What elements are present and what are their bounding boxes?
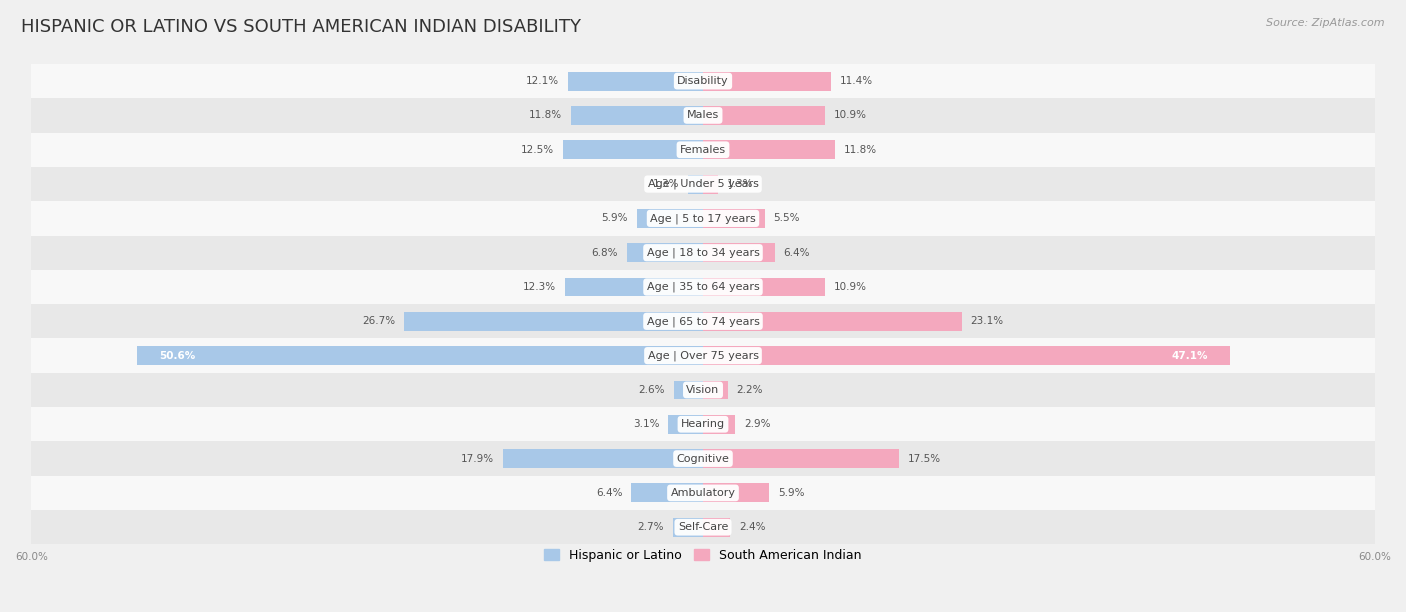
Bar (703, 174, 717, 193)
Text: 1.3%: 1.3% (652, 179, 679, 189)
Text: Age | 5 to 17 years: Age | 5 to 17 years (650, 213, 756, 223)
Bar (673, 381, 703, 400)
Text: 17.9%: 17.9% (461, 453, 494, 463)
Text: Age | 35 to 64 years: Age | 35 to 64 years (647, 282, 759, 293)
Text: 23.1%: 23.1% (970, 316, 1004, 326)
Bar (31, 64, 1375, 99)
Bar (136, 346, 703, 365)
Bar (703, 106, 825, 125)
Text: 11.8%: 11.8% (529, 110, 562, 121)
Bar (627, 243, 703, 262)
Text: 11.8%: 11.8% (844, 145, 877, 155)
Text: Cognitive: Cognitive (676, 453, 730, 463)
Bar (703, 209, 765, 228)
Text: 10.9%: 10.9% (834, 110, 868, 121)
Bar (565, 278, 703, 296)
Bar (31, 373, 1375, 407)
Text: 11.4%: 11.4% (839, 76, 873, 86)
Bar (31, 407, 1375, 441)
Text: 6.8%: 6.8% (592, 248, 617, 258)
Bar (31, 201, 1375, 236)
Text: 26.7%: 26.7% (363, 316, 395, 326)
Bar (31, 167, 1375, 201)
Text: Hearing: Hearing (681, 419, 725, 429)
Bar (637, 209, 703, 228)
Bar (703, 278, 825, 296)
Bar (703, 346, 1230, 365)
Bar (31, 441, 1375, 476)
Text: HISPANIC OR LATINO VS SOUTH AMERICAN INDIAN DISABILITY: HISPANIC OR LATINO VS SOUTH AMERICAN IND… (21, 18, 581, 36)
Text: Disability: Disability (678, 76, 728, 86)
Text: 1.3%: 1.3% (727, 179, 754, 189)
Text: 2.7%: 2.7% (637, 522, 664, 532)
Bar (703, 312, 962, 330)
Text: Males: Males (688, 110, 718, 121)
Text: 10.9%: 10.9% (834, 282, 868, 292)
Bar (703, 483, 769, 502)
Text: 5.9%: 5.9% (602, 214, 628, 223)
Bar (31, 270, 1375, 304)
Bar (31, 476, 1375, 510)
Bar (31, 99, 1375, 133)
Bar (562, 140, 703, 159)
Bar (568, 72, 703, 91)
Bar (631, 483, 703, 502)
Text: Source: ZipAtlas.com: Source: ZipAtlas.com (1267, 18, 1385, 28)
Bar (703, 140, 835, 159)
Bar (703, 518, 730, 537)
Text: 3.1%: 3.1% (633, 419, 659, 429)
Bar (673, 518, 703, 537)
Bar (703, 243, 775, 262)
Text: Age | 65 to 74 years: Age | 65 to 74 years (647, 316, 759, 327)
Bar (703, 415, 735, 434)
Text: Females: Females (681, 145, 725, 155)
Text: Ambulatory: Ambulatory (671, 488, 735, 498)
Bar (31, 236, 1375, 270)
Text: 47.1%: 47.1% (1171, 351, 1208, 360)
Text: 5.5%: 5.5% (773, 214, 800, 223)
Bar (31, 133, 1375, 167)
Bar (668, 415, 703, 434)
Bar (404, 312, 703, 330)
Bar (503, 449, 703, 468)
Bar (571, 106, 703, 125)
Text: 2.2%: 2.2% (737, 385, 763, 395)
Text: 2.4%: 2.4% (738, 522, 765, 532)
Text: 2.9%: 2.9% (744, 419, 770, 429)
Text: 50.6%: 50.6% (159, 351, 195, 360)
Text: Vision: Vision (686, 385, 720, 395)
Text: 2.6%: 2.6% (638, 385, 665, 395)
Text: 6.4%: 6.4% (596, 488, 623, 498)
Bar (31, 510, 1375, 545)
Bar (703, 449, 898, 468)
Bar (703, 72, 831, 91)
Text: 12.5%: 12.5% (522, 145, 554, 155)
Text: Self-Care: Self-Care (678, 522, 728, 532)
Text: 12.1%: 12.1% (526, 76, 558, 86)
Text: Age | Under 5 years: Age | Under 5 years (648, 179, 758, 189)
Text: Age | Over 75 years: Age | Over 75 years (648, 351, 758, 361)
Text: 6.4%: 6.4% (783, 248, 810, 258)
Bar (689, 174, 703, 193)
Text: 12.3%: 12.3% (523, 282, 557, 292)
Bar (703, 381, 728, 400)
Text: Age | 18 to 34 years: Age | 18 to 34 years (647, 247, 759, 258)
Text: 17.5%: 17.5% (908, 453, 941, 463)
Text: 5.9%: 5.9% (778, 488, 804, 498)
Bar (31, 304, 1375, 338)
Bar (31, 338, 1375, 373)
Legend: Hispanic or Latino, South American Indian: Hispanic or Latino, South American India… (538, 544, 868, 567)
